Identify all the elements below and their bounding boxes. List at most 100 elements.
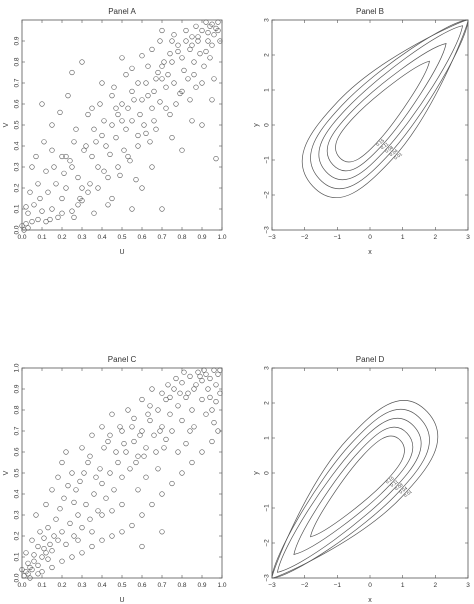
scatter-point — [95, 164, 101, 170]
y-tick-label: 0.6 — [14, 447, 21, 456]
scatter-point — [213, 382, 219, 388]
panel-title: Panel C — [108, 355, 137, 364]
scatter-point — [139, 512, 145, 518]
contour-lines: 0.010.040.080.110.15 — [301, 19, 469, 199]
scatter-point — [37, 195, 43, 202]
scatter-point — [113, 135, 119, 141]
scatter-point — [157, 428, 163, 434]
scatter-point — [35, 562, 41, 569]
scatter-point — [199, 449, 205, 455]
scatter-point — [187, 97, 193, 103]
scatter-point — [61, 170, 67, 176]
scatter-point — [49, 548, 55, 554]
scatter-point — [75, 512, 81, 518]
scatter-point — [55, 537, 61, 543]
scatter-point — [109, 195, 115, 202]
y-tick-label: 1.0 — [14, 363, 21, 372]
scatter-point — [159, 491, 165, 497]
scatter-points — [19, 367, 223, 581]
y-tick-label: 0.9 — [14, 384, 21, 393]
scatter-point — [167, 111, 173, 118]
scatter-point — [129, 118, 135, 124]
scatter-point — [51, 164, 57, 170]
scatter-point — [197, 50, 203, 57]
scatter-point — [139, 97, 145, 103]
scatter-point — [41, 545, 47, 552]
scatter-point — [27, 189, 33, 195]
scatter-point — [35, 216, 41, 223]
scatter-point — [123, 71, 129, 78]
scatter-point — [37, 529, 43, 535]
scatter-point — [199, 80, 205, 86]
scatter-point — [93, 139, 99, 145]
scatter-point — [113, 449, 119, 455]
scatter-point — [63, 541, 69, 548]
x-tick-label: −2 — [301, 234, 309, 241]
y-axis-label: y — [253, 123, 260, 127]
scatter-point — [119, 529, 125, 535]
scatter-point — [143, 130, 149, 136]
scatter-point — [23, 204, 29, 210]
scatter-point — [197, 373, 203, 380]
scatter-point — [25, 571, 31, 577]
scatter-point — [39, 101, 45, 107]
y-tick-label: 0.5 — [14, 120, 21, 129]
y-tick-label: 0.2 — [14, 531, 21, 540]
x-tick-label: 1.0 — [217, 582, 226, 589]
y-tick-label: −2 — [264, 539, 271, 547]
scatter-point — [125, 407, 131, 413]
scatter-point — [83, 143, 89, 149]
plot-frame — [271, 367, 469, 579]
x-axis-label: U — [119, 249, 124, 256]
scatter-point — [145, 411, 151, 417]
panel-c: Panel C 0.0 0.1 0.2 0.3 0.4 0.5 0.6 0.7 0.8 0.9 1.0… — [3, 355, 227, 604]
scatter-point — [43, 168, 49, 174]
scatter-point — [23, 221, 29, 227]
scatter-point — [217, 38, 223, 44]
scatter-point — [203, 19, 209, 25]
scatter-point — [205, 29, 211, 36]
x-tick-label: 0.7 — [157, 582, 166, 589]
scatter-point — [57, 109, 63, 115]
scatter-point — [65, 483, 71, 489]
contour-level-label: 0.11 — [380, 141, 390, 150]
scatter-point — [53, 516, 59, 522]
scatter-point — [29, 566, 35, 573]
y-tick-label: 0.4 — [14, 489, 21, 498]
contour-level-label: 0.01 — [403, 489, 413, 498]
scatter-point — [59, 558, 65, 564]
x-tick-label: −2 — [301, 582, 309, 589]
scatter-point — [97, 101, 103, 107]
scatter-point — [209, 407, 215, 413]
scatter-point — [155, 69, 161, 76]
scatter-point — [59, 210, 65, 216]
scatter-point — [191, 386, 197, 392]
scatter-point — [203, 48, 209, 55]
scatter-point — [211, 32, 217, 38]
contour-level-label: 0.08 — [384, 144, 394, 153]
scatter-point — [199, 378, 205, 384]
scatter-point — [175, 48, 181, 55]
scatter-point — [149, 46, 155, 53]
x-tick-label: 0.8 — [177, 582, 186, 589]
scatter-point — [59, 459, 65, 466]
x-tick-label: 0.2 — [57, 582, 66, 589]
scatter-point — [171, 32, 177, 38]
scatter-point — [39, 554, 45, 560]
scatter-point — [187, 373, 193, 380]
scatter-point — [175, 449, 181, 455]
x-axis-label: x — [368, 249, 372, 256]
scatter-point — [109, 92, 115, 99]
y-tick-label: 0.0 — [14, 573, 21, 582]
scatter-point — [55, 474, 61, 480]
scatter-point — [65, 92, 71, 99]
y-tick-label: −1 — [264, 156, 271, 164]
scatter-point — [187, 428, 193, 434]
scatter-point — [151, 118, 157, 124]
scatter-point — [21, 227, 27, 233]
scatter-point — [89, 105, 95, 111]
scatter-point — [105, 174, 111, 181]
scatter-point — [135, 132, 141, 139]
y-tick-label: 0.6 — [14, 99, 21, 108]
scatter-point — [39, 569, 45, 575]
